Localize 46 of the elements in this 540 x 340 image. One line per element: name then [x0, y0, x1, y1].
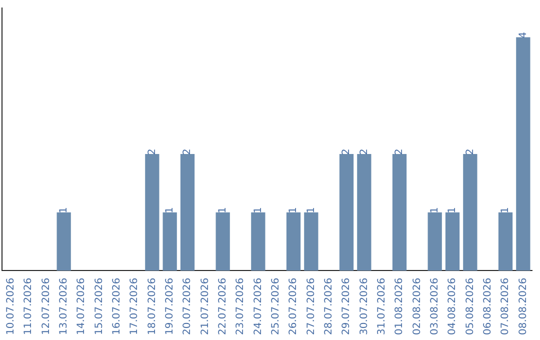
data-label: 1 — [447, 206, 458, 214]
data-label: 1 — [500, 206, 512, 214]
x-tick-label: 04.08.2026 — [447, 278, 458, 336]
data-label: 4 — [518, 32, 529, 38]
data-label: 2 — [358, 148, 370, 155]
data-label: 1 — [288, 206, 300, 214]
x-tick-label: 31.07.2026 — [376, 278, 388, 336]
data-label: 2 — [464, 148, 476, 155]
x-tick-label: 13.07.2026 — [58, 278, 70, 336]
data-label: 2 — [341, 148, 352, 155]
data-label: 1 — [306, 206, 317, 214]
x-tick-label: 07.08.2026 — [500, 278, 512, 336]
x-tick-label: 25.07.2026 — [270, 278, 282, 336]
x-tick-label: 12.07.2026 — [40, 278, 52, 336]
x-tick-label: 14.07.2026 — [76, 278, 88, 336]
x-tick-label: 30.07.2026 — [358, 278, 370, 336]
x-tick-label: 06.08.2026 — [482, 278, 494, 336]
data-label: 1 — [164, 206, 176, 214]
x-tick-label: 11.07.2026 — [23, 278, 34, 336]
x-tick-label: 26.07.2026 — [288, 278, 300, 336]
x-tick-label: 22.07.2026 — [217, 278, 228, 336]
x-tick-label: 08.08.2026 — [518, 278, 529, 336]
data-label: 1 — [252, 206, 264, 214]
x-tick-label: 02.08.2026 — [412, 278, 423, 336]
x-tick-label: 23.07.2026 — [235, 278, 246, 336]
x-tick-label: 20.07.2026 — [182, 278, 194, 336]
data-label: 1 — [58, 206, 70, 214]
x-tick-label: 17.07.2026 — [129, 278, 140, 336]
data-label: 2 — [182, 148, 194, 155]
data-label: 1 — [217, 206, 228, 214]
x-tick-label: 16.07.2026 — [111, 278, 122, 336]
x-tick-label: 18.07.2026 — [146, 278, 158, 336]
x-tick-label: 10.07.2026 — [5, 278, 16, 336]
data-label: 1 — [429, 206, 440, 214]
x-tick-label: 28.07.2026 — [323, 278, 334, 336]
x-tick-label: 27.07.2026 — [306, 278, 317, 336]
x-tick-label: 05.08.2026 — [464, 278, 476, 336]
x-tick-label: 29.07.2026 — [341, 278, 352, 336]
data-label: 2 — [394, 148, 406, 155]
x-tick-label: 15.07.2026 — [94, 278, 105, 336]
x-tick-label: 01.08.2026 — [394, 278, 406, 336]
x-tick-label: 19.07.2026 — [164, 278, 176, 336]
x-tick-label: 03.08.2026 — [429, 278, 440, 336]
x-tick-label: 21.07.2026 — [200, 278, 211, 336]
x-tick-label: 24.07.2026 — [252, 278, 264, 336]
data-label: 2 — [146, 148, 158, 155]
